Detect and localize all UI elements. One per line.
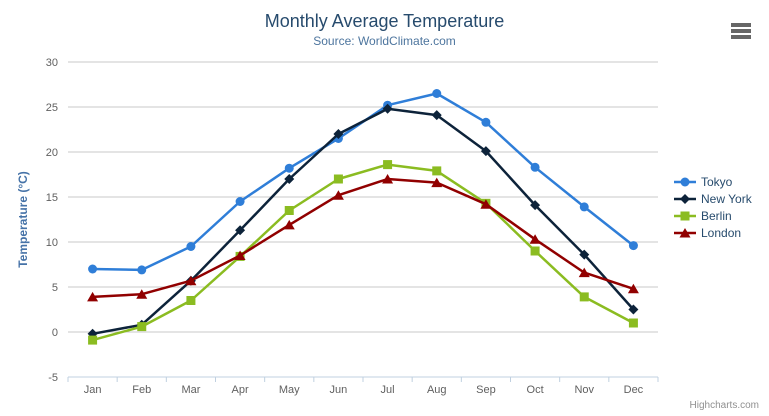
x-axis-tick-label: May	[279, 384, 300, 396]
legend-label: Tokyo	[701, 175, 733, 189]
legend: Tokyo New York Berlin London	[674, 175, 752, 240]
x-axis-tick-label: Jul	[381, 384, 395, 396]
series-line-new-york	[91, 107, 635, 336]
circle-marker-icon	[674, 177, 696, 187]
x-axis-tick-label: Dec	[624, 384, 644, 396]
data-point-london[interactable]	[185, 275, 197, 286]
data-point-london[interactable]	[382, 174, 394, 184]
data-point-tokyo[interactable]	[481, 117, 491, 127]
y-axis-tick-label: -5	[48, 372, 58, 384]
x-axis-tick-label: Sep	[476, 384, 496, 396]
data-point-new-york[interactable]	[579, 249, 590, 260]
data-point-new-york[interactable]	[431, 110, 442, 121]
data-point-new-york[interactable]	[480, 146, 491, 157]
data-point-new-york[interactable]	[382, 103, 393, 114]
legend-item-berlin[interactable]: Berlin	[674, 209, 752, 223]
data-point-berlin[interactable]	[137, 322, 147, 332]
export-menu-button[interactable]	[727, 20, 755, 42]
legend-item-new-york[interactable]: New York	[674, 192, 752, 206]
series-line-london	[91, 177, 635, 299]
series-line-berlin	[91, 163, 635, 342]
y-axis-tick-label: 5	[52, 282, 58, 294]
chart-title: Monthly Average Temperature	[264, 11, 505, 31]
data-point-london[interactable]	[87, 291, 99, 302]
data-point-london[interactable]	[234, 250, 246, 261]
y-axis-title: Temperature (°C)	[16, 171, 30, 268]
y-axis-tick-label: 10	[46, 237, 58, 249]
hamburger-menu-icon	[731, 35, 751, 39]
credits-link[interactable]: Highcharts.com	[689, 400, 759, 411]
data-point-tokyo[interactable]	[137, 265, 147, 275]
triangle-marker-icon	[674, 228, 696, 238]
data-point-tokyo[interactable]	[88, 264, 98, 274]
hamburger-menu-icon	[731, 23, 751, 27]
data-point-london[interactable]	[480, 199, 492, 209]
data-point-london[interactable]	[283, 219, 295, 230]
data-point-berlin[interactable]	[628, 318, 638, 328]
x-axis-tick-label: Oct	[527, 384, 544, 396]
data-point-tokyo[interactable]	[579, 202, 589, 212]
x-axis-tick-label: Apr	[232, 384, 249, 396]
data-point-london[interactable]	[627, 283, 639, 294]
legend-item-tokyo[interactable]: Tokyo	[674, 175, 752, 189]
data-point-tokyo[interactable]	[530, 162, 540, 172]
x-axis-tick-label: Jun	[330, 384, 348, 396]
data-point-tokyo[interactable]	[628, 241, 638, 251]
legend-label: London	[701, 226, 742, 240]
data-point-london[interactable]	[136, 289, 148, 299]
data-point-new-york[interactable]	[235, 225, 246, 236]
x-axis-tick-label: Aug	[427, 384, 447, 396]
x-axis-tick-label: Nov	[574, 384, 594, 396]
x-axis-tick-label: Feb	[132, 384, 151, 396]
data-point-new-york[interactable]	[284, 174, 295, 184]
hamburger-menu-icon	[731, 29, 751, 33]
data-point-berlin[interactable]	[530, 246, 540, 256]
data-point-tokyo[interactable]	[432, 89, 442, 98]
data-point-berlin[interactable]	[88, 335, 98, 345]
y-axis-tick-label: 15	[46, 192, 58, 204]
data-point-berlin[interactable]	[383, 160, 393, 170]
data-point-berlin[interactable]	[579, 292, 589, 302]
data-point-london[interactable]	[529, 234, 541, 244]
data-point-london[interactable]	[578, 267, 590, 278]
data-point-new-york[interactable]	[628, 304, 639, 315]
data-point-berlin[interactable]	[186, 296, 196, 305]
chart-subtitle: Source: WorldClimate.com	[313, 34, 456, 48]
x-axis-tick-label: Jan	[84, 384, 102, 396]
legend-label: Berlin	[701, 209, 732, 223]
legend-item-london[interactable]: London	[674, 226, 752, 240]
data-point-berlin[interactable]	[333, 174, 343, 184]
data-point-london[interactable]	[332, 190, 344, 200]
x-axis-tick-label: Mar	[181, 384, 200, 396]
data-point-new-york[interactable]	[530, 200, 541, 211]
data-point-new-york[interactable]	[333, 129, 344, 139]
data-point-tokyo[interactable]	[284, 163, 294, 173]
square-marker-icon	[674, 211, 696, 221]
series-line-tokyo	[91, 92, 635, 272]
data-point-tokyo[interactable]	[235, 197, 245, 206]
legend-label: New York	[701, 192, 752, 206]
diamond-marker-icon	[674, 194, 696, 204]
y-axis-tick-label: 25	[46, 102, 58, 114]
y-axis-tick-label: 0	[52, 327, 58, 339]
y-axis-tick-label: 20	[46, 147, 58, 159]
y-axis-tick-label: 30	[46, 57, 58, 69]
data-point-berlin[interactable]	[432, 166, 442, 176]
data-point-tokyo[interactable]	[186, 242, 196, 251]
data-point-london[interactable]	[431, 177, 443, 188]
data-point-berlin[interactable]	[284, 206, 294, 215]
